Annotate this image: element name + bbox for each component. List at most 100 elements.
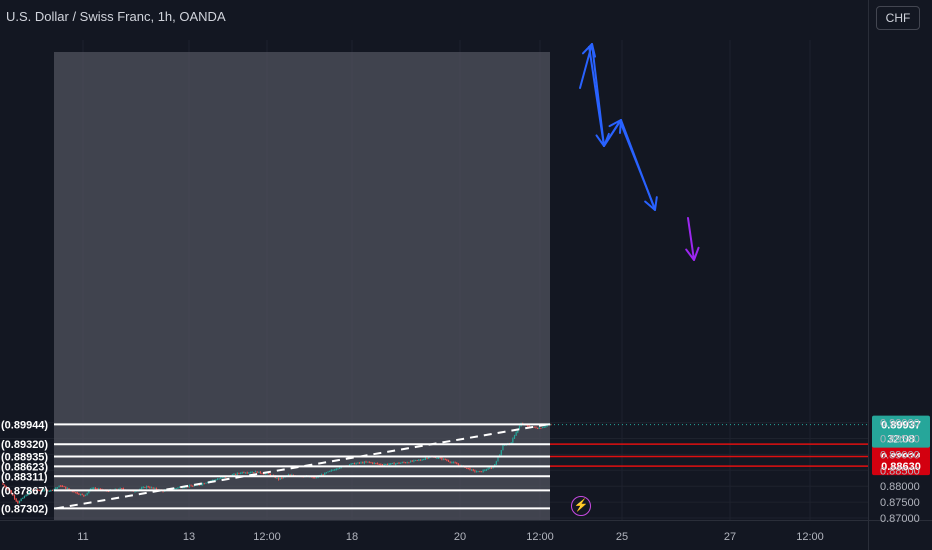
candle-body [495, 461, 497, 465]
candle-body [489, 467, 491, 469]
fib-level-label: (0.89320) [1, 439, 48, 451]
candle-body [287, 474, 290, 476]
time-tick-label: 13 [183, 531, 195, 543]
candle-body [472, 469, 474, 471]
time-tick-label: 27 [724, 531, 736, 543]
candle-body [216, 479, 219, 481]
candle-body [381, 464, 384, 466]
candle-body [30, 489, 32, 492]
candle-body [477, 471, 479, 473]
candle-body [474, 470, 476, 472]
price-tick-label: 0.88000 [880, 481, 920, 493]
candle-body [436, 457, 438, 459]
candle-body [279, 477, 281, 480]
candle-body [348, 464, 351, 466]
candle-body [51, 489, 54, 491]
candle-body [388, 464, 390, 466]
fib-level-label: (0.89944) [1, 419, 48, 431]
currency-button[interactable]: CHF [876, 6, 920, 30]
candle-body [101, 488, 103, 490]
candle-body [363, 461, 365, 464]
candle-body [17, 500, 19, 504]
candle-body [263, 473, 265, 475]
candle-body [259, 471, 261, 474]
arrow-target [687, 217, 695, 261]
candle-body [193, 485, 195, 487]
candle-body [174, 488, 176, 490]
candle-body [376, 463, 379, 465]
candle-body [281, 477, 283, 479]
candle-body [253, 472, 255, 474]
candle-body [282, 476, 285, 479]
candle-body [329, 470, 331, 472]
candle-body [368, 461, 370, 463]
candle-body [248, 472, 250, 474]
candle-body [400, 462, 402, 464]
candle-body [18, 500, 21, 504]
candle-body [147, 486, 149, 488]
candle-body [261, 473, 263, 475]
candle-body [466, 467, 468, 469]
arrow-up [579, 43, 593, 89]
candle-body [13, 495, 16, 499]
arrow-drawings[interactable] [579, 43, 700, 261]
time-tick-label: 20 [454, 531, 466, 543]
candle-body [10, 490, 12, 494]
time-tick-label: 12:00 [796, 531, 824, 543]
arrow-down-1 [591, 43, 605, 147]
lightning-icon[interactable]: ⚡ [571, 496, 591, 516]
candle-body [518, 426, 521, 430]
time-tick-label: 12:00 [253, 531, 281, 543]
arrow-down-2-head [644, 196, 658, 211]
candle-body [235, 473, 237, 475]
candle-body [322, 474, 324, 476]
candle-body [428, 457, 430, 459]
fib-zone-shade [54, 52, 550, 520]
candle-body [15, 498, 17, 501]
candle-body [66, 488, 68, 490]
candle-body [114, 488, 116, 490]
candle-body [398, 462, 400, 464]
candle-body [424, 458, 426, 460]
candle-body [375, 463, 377, 465]
candle-body [367, 461, 369, 463]
candle-body [327, 471, 329, 473]
candle-body [452, 462, 455, 464]
candle-body [408, 462, 410, 464]
candle-body [447, 460, 450, 462]
candle-body [202, 483, 204, 485]
candle-body [362, 462, 364, 464]
candle-body [441, 457, 443, 460]
candle-body [475, 471, 478, 473]
candle-body [240, 473, 242, 475]
fib-retracement[interactable]: (0.89944)(0.89320)(0.88935)(0.88623)(0.8… [1, 419, 550, 515]
candle-body [175, 488, 177, 490]
candle-body [96, 488, 98, 490]
candle-body [266, 473, 268, 475]
candle-body [419, 459, 422, 461]
candle-body [391, 463, 393, 465]
candle-body [418, 459, 420, 461]
candle-body [116, 488, 118, 490]
candle-body [244, 472, 247, 474]
candle-body [490, 467, 492, 469]
countdown-label: 32:08 [887, 434, 915, 446]
candle-body [9, 489, 11, 491]
candle-body [533, 426, 535, 428]
candle-body [40, 490, 42, 492]
candle-body [456, 463, 458, 465]
candle-body [149, 487, 151, 489]
level-price-badge [872, 457, 930, 476]
candle-body [396, 462, 398, 464]
candle-body [203, 483, 205, 485]
candle-body [395, 463, 397, 465]
candle-body [86, 492, 88, 495]
candle-body [469, 468, 471, 471]
candle-body [459, 464, 461, 466]
candle-body [352, 463, 354, 465]
candle-body [188, 485, 191, 487]
candle-body [220, 477, 222, 479]
candle-body [56, 487, 59, 489]
